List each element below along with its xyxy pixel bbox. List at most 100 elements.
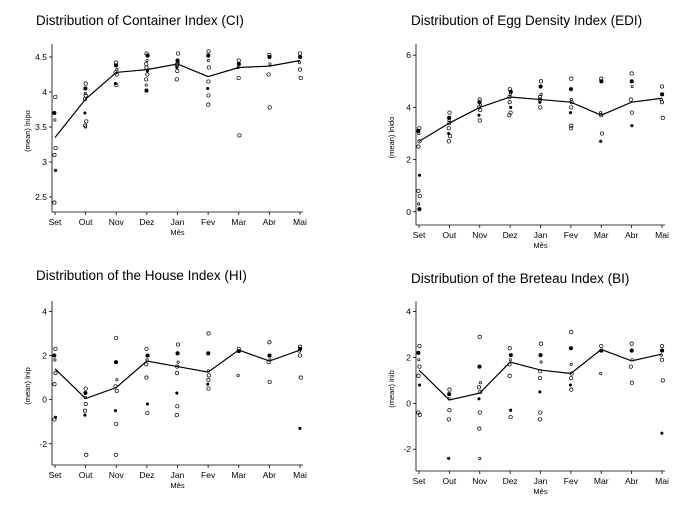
data-point	[53, 118, 57, 122]
x-tick-label: Set	[49, 470, 62, 480]
data-point	[144, 83, 148, 87]
data-point	[206, 386, 211, 391]
data-point	[206, 377, 211, 382]
data-point	[569, 76, 574, 81]
data-point	[145, 410, 150, 415]
data-point	[447, 387, 452, 392]
data-point	[447, 134, 453, 139]
y-tick-label: 4	[42, 87, 47, 97]
x-tick-label: Nov	[109, 470, 125, 480]
mean-line	[54, 59, 301, 138]
data-point	[477, 397, 481, 401]
data-point	[478, 389, 483, 394]
data-point	[174, 371, 180, 376]
y-tick-label: 4	[42, 306, 47, 316]
y-tick-label: 3	[42, 157, 47, 167]
data-point	[175, 342, 181, 347]
data-point	[599, 343, 604, 349]
data-point	[144, 346, 149, 351]
x-tick-label: Dez	[139, 470, 154, 480]
data-point	[599, 79, 604, 84]
data-point	[298, 54, 303, 60]
data-point	[478, 381, 482, 385]
data-point	[417, 412, 422, 417]
x-tick-label: Out	[79, 470, 93, 480]
data-point	[298, 75, 303, 81]
y-tick-label: 0	[406, 207, 411, 217]
data-point	[83, 386, 88, 391]
data-point	[174, 77, 179, 82]
data-point	[144, 65, 149, 70]
data-point	[297, 353, 303, 358]
x-tick-label: Dez	[503, 476, 518, 486]
data-point	[236, 373, 240, 377]
data-point	[447, 392, 452, 397]
chart-panel-3: Distribution of the House Index (HI) -2 0 2…	[23, 268, 307, 490]
x-tick-label: Mar	[594, 230, 609, 240]
data-point	[659, 357, 665, 362]
data-point	[537, 376, 543, 381]
data-point	[447, 121, 452, 126]
data-point	[569, 105, 574, 110]
data-point	[416, 373, 421, 378]
data-point	[175, 391, 179, 395]
data-point	[477, 364, 482, 369]
data-point	[53, 168, 58, 172]
data-point	[417, 194, 422, 199]
data-point	[145, 53, 150, 58]
data-point	[52, 353, 57, 358]
data-point	[144, 77, 149, 82]
data-point	[84, 452, 89, 457]
data-point	[629, 341, 634, 346]
data-point	[628, 364, 633, 369]
chart-title: Distribution of the House Index (HI)	[36, 268, 247, 283]
data-point	[174, 413, 179, 418]
data-point	[114, 335, 119, 340]
x-tick-label: Abr	[625, 476, 638, 486]
data-point	[176, 360, 180, 364]
data-point	[145, 353, 150, 358]
data-point	[113, 63, 119, 68]
x-tick-label: Mai	[655, 230, 669, 240]
x-axis-label: Mês	[170, 481, 184, 490]
data-point	[268, 62, 272, 66]
data-point	[206, 65, 211, 70]
x-tick-label: Fev	[201, 470, 216, 480]
data-point	[416, 350, 421, 355]
data-point	[599, 131, 604, 136]
data-point	[478, 456, 482, 460]
data-point	[144, 362, 149, 367]
data-point	[206, 53, 211, 58]
data-point	[52, 152, 57, 158]
x-tick-label: Fev	[564, 476, 579, 486]
data-point	[417, 202, 421, 206]
data-point	[83, 91, 87, 95]
data-point	[569, 123, 574, 128]
data-point	[297, 67, 303, 72]
y-tick-label: 4.5	[35, 52, 47, 62]
data-point	[144, 375, 149, 380]
mean-line	[54, 349, 301, 400]
x-tick-label: Abr	[625, 230, 638, 240]
data-point	[629, 348, 634, 353]
data-point	[83, 81, 88, 86]
data-point	[417, 383, 422, 387]
data-point	[417, 173, 422, 177]
x-axis-label: Mês	[533, 241, 547, 250]
y-tick-label: -2	[39, 439, 47, 449]
data-point	[206, 58, 210, 63]
x-tick-label: Jan	[534, 476, 548, 486]
data-point	[267, 105, 272, 110]
data-point	[539, 360, 543, 364]
data-point	[630, 84, 634, 89]
data-point	[660, 431, 664, 435]
data-point	[508, 358, 512, 362]
data-point	[236, 61, 241, 67]
data-point	[298, 426, 302, 430]
data-point	[206, 373, 211, 378]
y-axis-label: (mean) lnipo	[23, 110, 32, 152]
data-point	[659, 100, 665, 105]
x-tick-label: Dez	[503, 230, 518, 240]
data-point	[568, 111, 573, 115]
y-axis-label: (mean) lnip	[23, 367, 32, 405]
